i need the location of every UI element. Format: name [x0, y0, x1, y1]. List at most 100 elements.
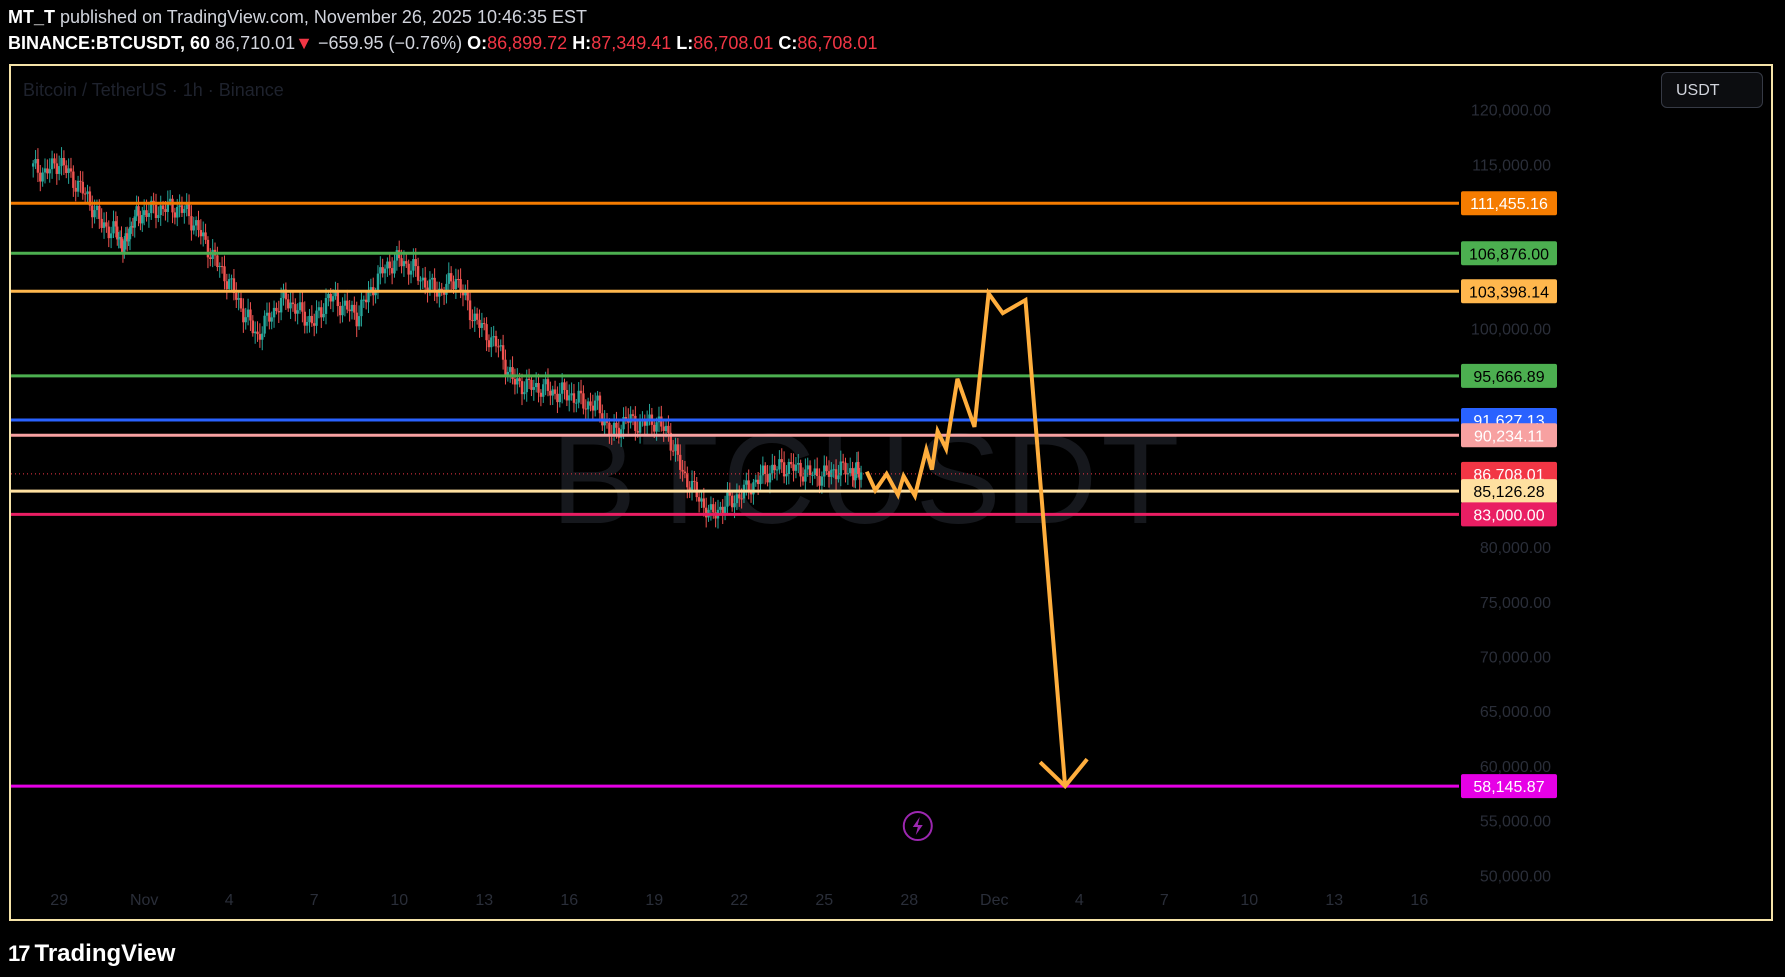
- candle-body: [320, 307, 323, 318]
- level-price-tag[interactable]: [1461, 363, 1557, 388]
- candle-body: [433, 277, 436, 293]
- candle-body: [813, 468, 817, 475]
- candle-body: [390, 268, 394, 274]
- candle-body: [176, 207, 179, 218]
- low-label: L:: [676, 33, 694, 53]
- candle-body: [405, 261, 408, 264]
- chart-pane[interactable]: Bitcoin / TetherUS · 1h · Binance BTCUSD…: [9, 64, 1773, 921]
- publish-line: MT_T published on TradingView.com, Novem…: [8, 4, 1777, 30]
- candle-body: [730, 495, 734, 508]
- x-tick-label: 13: [1325, 892, 1343, 909]
- level-price-tag[interactable]: [1461, 423, 1557, 448]
- candle-body: [244, 317, 247, 323]
- symbol-label[interactable]: BINANCE:BTCUSDT, 60: [8, 33, 211, 53]
- candle-body: [102, 222, 106, 228]
- candle-body: [834, 469, 838, 480]
- y-tick-label: 60,000.00: [1480, 759, 1551, 776]
- level-price-label: 95,666.89: [1473, 369, 1544, 386]
- candle-body: [615, 422, 618, 428]
- candle-body: [374, 291, 377, 296]
- candle-body: [792, 464, 795, 471]
- level-price-tag[interactable]: [1461, 502, 1557, 527]
- author-name[interactable]: MT_T: [8, 7, 55, 27]
- candle-body: [447, 273, 451, 284]
- candle-body: [133, 216, 136, 228]
- candle-body: [662, 426, 665, 431]
- candle-body: [270, 317, 273, 322]
- candle-body: [125, 233, 129, 242]
- candle-body: [693, 480, 696, 482]
- candle-body: [844, 462, 847, 475]
- candle-body: [726, 492, 729, 507]
- candle-body: [91, 205, 94, 218]
- candle-body: [617, 427, 621, 438]
- publish-info: published on TradingView.com, November 2…: [60, 7, 588, 27]
- level-price-tag[interactable]: [1461, 191, 1557, 216]
- candle-body: [67, 168, 70, 173]
- candle-body: [572, 393, 576, 403]
- candle-body: [852, 476, 856, 481]
- candle-body: [768, 473, 772, 483]
- candle-body: [624, 417, 628, 420]
- y-tick-label: 75,000.00: [1480, 595, 1551, 612]
- candle-body: [655, 422, 658, 432]
- candle-body: [386, 261, 389, 269]
- candle-body: [159, 205, 162, 216]
- candle-body: [409, 270, 413, 275]
- y-tick-label: 50,000.00: [1480, 868, 1551, 885]
- candle-body: [324, 297, 328, 314]
- candle-body: [315, 310, 318, 326]
- tradingview-logo[interactable]: 17 TradingView: [8, 939, 175, 969]
- candle-body: [407, 263, 410, 275]
- candle-body: [551, 389, 554, 396]
- candle-body: [603, 421, 606, 426]
- candle-body: [272, 307, 276, 318]
- candle-body: [253, 331, 257, 334]
- candle-body: [305, 322, 309, 326]
- candle-body: [98, 205, 101, 219]
- level-price-tag[interactable]: [1461, 241, 1557, 266]
- lightning-icon[interactable]: [902, 811, 933, 841]
- candle-body: [598, 395, 602, 414]
- currency-button[interactable]: USDT: [1661, 72, 1763, 108]
- candle-body: [778, 459, 781, 470]
- candle-body: [799, 462, 802, 477]
- candle-body: [858, 474, 861, 480]
- candle-body: [506, 371, 510, 376]
- projected-arrow-head[interactable]: [1038, 757, 1089, 790]
- level-price-tag[interactable]: [1461, 479, 1557, 504]
- candle-body: [57, 166, 61, 174]
- candle-body: [797, 462, 800, 465]
- candle-body: [676, 444, 680, 455]
- candle-body: [296, 310, 299, 314]
- candle-body: [478, 319, 481, 328]
- candle-body: [735, 494, 739, 504]
- candle-body: [747, 480, 750, 493]
- projected-path-line[interactable]: [864, 288, 1068, 787]
- x-tick-label: 16: [560, 892, 578, 909]
- candle-body: [483, 323, 486, 325]
- candle-body: [645, 420, 649, 426]
- candle-body: [46, 168, 49, 174]
- level-price-tag[interactable]: [1461, 774, 1557, 799]
- chart-canvas[interactable]: 50,000.00 55,000.00 60,000.00 65,000.00 70,0…: [11, 66, 1771, 919]
- candle-body: [336, 292, 340, 307]
- y-tick-label: 100,000.00: [1471, 321, 1551, 338]
- candle-body: [568, 395, 571, 401]
- level-price-tag[interactable]: [1461, 279, 1557, 304]
- x-tick-label: 13: [475, 892, 493, 909]
- candle-body: [471, 320, 474, 322]
- candle-body: [499, 345, 502, 347]
- candle-body: [161, 205, 165, 210]
- candle-body: [558, 393, 561, 403]
- candle-body: [346, 300, 349, 310]
- candle-body: [660, 416, 663, 427]
- candle-body: [124, 233, 127, 241]
- candle-body: [539, 392, 543, 397]
- candle-body: [53, 158, 56, 164]
- candle-body: [313, 323, 316, 326]
- candle-body: [412, 259, 415, 271]
- candle-body: [653, 424, 656, 432]
- candle-body: [246, 309, 250, 318]
- candle-body: [445, 283, 448, 295]
